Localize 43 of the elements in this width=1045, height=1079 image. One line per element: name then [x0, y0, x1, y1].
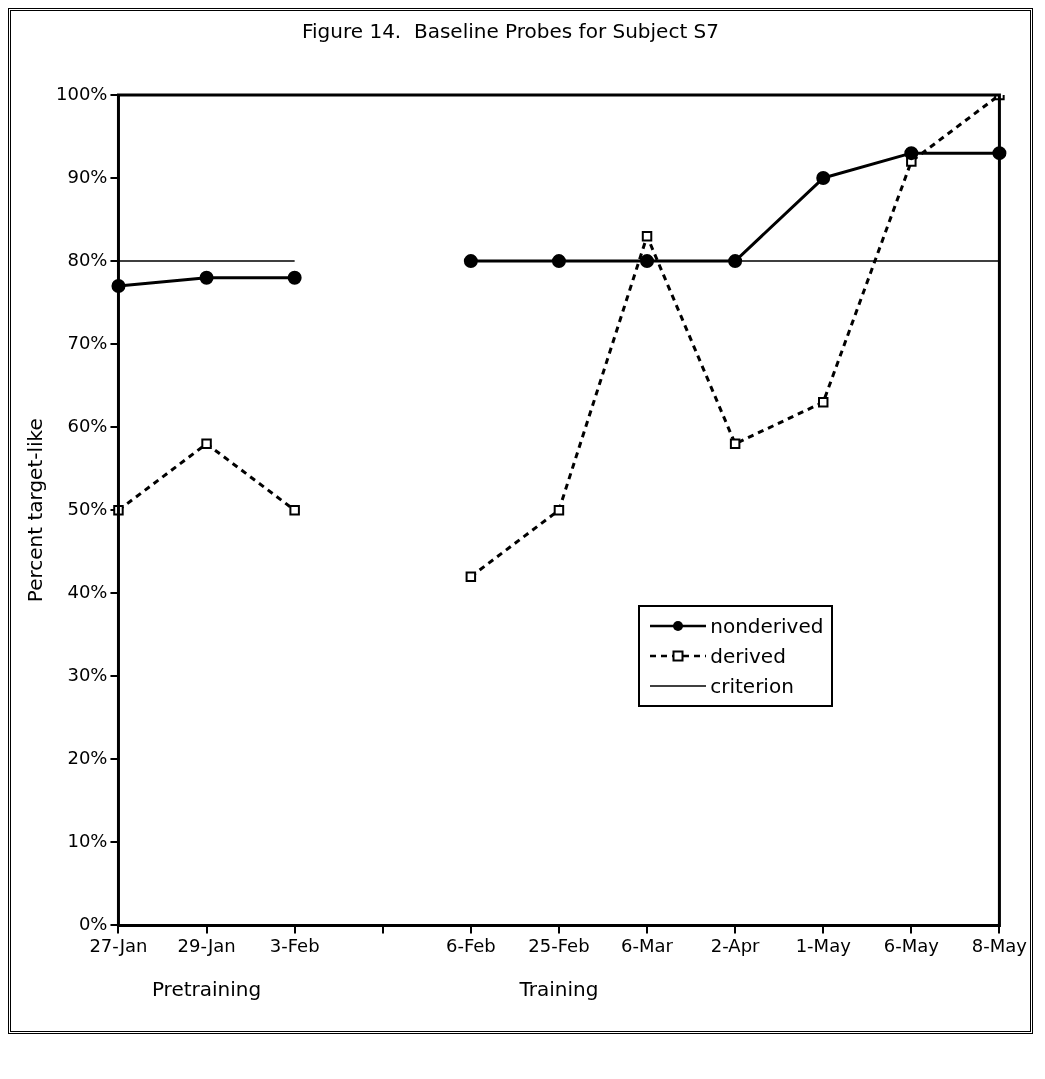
y-tick-label: 100%	[55, 82, 108, 104]
y-axis-title: Percent target-like	[23, 418, 48, 603]
x-tick-label: 6-Mar	[621, 934, 674, 956]
y-tick-label: 70%	[67, 331, 108, 353]
point	[465, 571, 477, 582]
point	[728, 254, 743, 269]
x-tick-label: 2-Apr	[710, 934, 761, 956]
y-tick-label: 30%	[67, 663, 108, 685]
y-tick-label: 40%	[67, 580, 108, 602]
point	[551, 254, 566, 269]
point	[201, 438, 212, 450]
point	[729, 438, 741, 450]
point	[289, 504, 300, 516]
y-tick-label: 20%	[67, 746, 108, 768]
chart-title: Figure 14. Baseline Probes for Subject S7	[301, 19, 720, 44]
y-tick-label: 60%	[67, 414, 108, 436]
legend-label: nonderived	[710, 613, 824, 641]
x-tick-label: 1-May	[795, 934, 852, 956]
legend-label: derived	[710, 643, 786, 671]
point	[463, 254, 478, 269]
point	[287, 270, 302, 285]
x-tick-label: 8-May	[971, 934, 1028, 956]
x-tick-label: 6-May	[883, 934, 940, 956]
x-tick-label: 25-Feb	[528, 934, 590, 956]
point	[816, 171, 831, 186]
x-tick-label: 29-Jan	[177, 934, 236, 956]
point	[640, 254, 655, 269]
x-tick-label: 3-Feb	[269, 934, 320, 956]
x-tick-label: 6-Feb	[445, 934, 496, 956]
y-tick-label: 80%	[67, 248, 108, 270]
point	[817, 397, 829, 408]
point	[641, 230, 653, 242]
x-tick-label: 27-Jan	[89, 934, 148, 956]
point	[904, 146, 919, 161]
legend-label: criterion	[710, 673, 794, 701]
y-tick-label: 90%	[67, 165, 108, 187]
text: Training	[519, 977, 599, 1001]
text: Pretraining	[151, 977, 262, 1001]
point	[199, 270, 214, 285]
point	[553, 504, 565, 516]
y-tick-label: 10%	[67, 830, 108, 852]
y-tick-label: 0%	[78, 913, 108, 935]
y-tick-label: 50%	[67, 497, 108, 519]
